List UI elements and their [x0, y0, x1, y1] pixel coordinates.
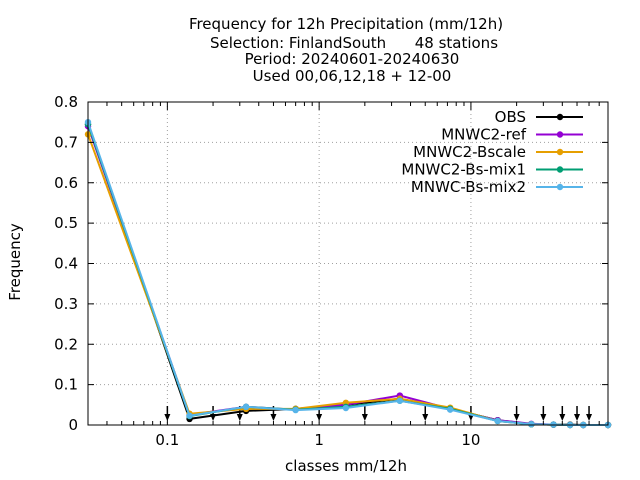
series-line — [87, 133, 608, 426]
legend-swatch-marker — [556, 113, 564, 121]
series-line — [87, 123, 608, 426]
class-boundary-arrow-head — [574, 414, 581, 421]
data-point — [396, 397, 404, 404]
series-line — [87, 121, 608, 426]
series-MNWC2-Bs-mix1 — [84, 121, 612, 429]
title-line-3: Period: 20240601-20240630 — [245, 50, 460, 68]
y-tick-label: 0.1 — [54, 376, 78, 394]
class-boundary-arrow-head — [361, 414, 368, 421]
series-line — [87, 123, 608, 426]
title-line-2: Selection: FinlandSouth 48 stations — [210, 34, 498, 52]
y-tick-label: 0.5 — [54, 214, 78, 232]
y-tick-label: 0.6 — [54, 174, 78, 192]
series-OBS — [84, 121, 612, 429]
legend-label: MNWC2-Bscale — [413, 143, 526, 161]
y-tick-label: 0.2 — [54, 335, 78, 353]
data-point — [342, 404, 350, 412]
class-boundary-arrow-head — [422, 414, 429, 421]
legend-label: MNWC2-ref — [441, 126, 526, 144]
legend-swatch-marker — [556, 183, 564, 191]
series-MNWC2-ref — [84, 123, 612, 429]
class-boundary-arrow-head — [559, 414, 566, 421]
data-point — [494, 417, 501, 425]
legend-label: MNWC2-Bs-mix1 — [401, 161, 526, 179]
y-tick-label: 0.3 — [54, 295, 78, 313]
title-line-4: Used 00,06,12,18 + 12-00 — [253, 67, 452, 85]
data-point — [528, 420, 535, 428]
x-axis-label: classes mm/12h — [285, 457, 407, 475]
legend-label: MNWC-Bs-mix2 — [411, 178, 526, 196]
legend: OBSMNWC2-refMNWC2-BscaleMNWC2-Bs-mix1MNW… — [401, 108, 583, 196]
title-line-1: Frequency for 12h Precipitation (mm/12h) — [189, 15, 503, 33]
data-point — [446, 406, 454, 413]
data-point — [242, 403, 250, 411]
y-axis-label: Frequency — [6, 223, 24, 301]
y-tick-label: 0.7 — [54, 133, 78, 151]
y-tick-label: 0.8 — [54, 93, 78, 111]
class-boundary-arrow-head — [270, 414, 277, 421]
y-tick-label: 0.4 — [54, 255, 78, 273]
legend-swatch-marker — [556, 131, 564, 138]
class-boundary-arrow-head — [513, 414, 520, 421]
grid — [88, 102, 608, 425]
x-tick-label: 10 — [461, 431, 480, 449]
class-boundary-arrow-head — [540, 414, 547, 421]
legend-swatch-marker — [556, 166, 564, 173]
legend-swatch-marker — [556, 148, 564, 156]
series-MNWC2-Bscale — [84, 131, 612, 429]
legend-label: OBS — [495, 108, 526, 126]
series-MNWC-Bs-mix2 — [84, 118, 612, 429]
chart-title: Frequency for 12h Precipitation (mm/12h)… — [189, 15, 503, 85]
class-boundary-arrow-head — [236, 414, 243, 421]
data-point — [292, 406, 299, 414]
class-boundary-arrow-head — [586, 414, 593, 421]
y-tick-label: 0 — [68, 416, 78, 434]
series-line — [87, 125, 608, 426]
x-tick-label: 0.1 — [155, 431, 179, 449]
data-point — [186, 412, 193, 419]
axis-ticks: 0 0.1 0.2 0.3 0.4 0.5 0.6 0.7 0.8 0.1 1 10 — [54, 93, 608, 449]
x-tick-label: 1 — [314, 431, 324, 449]
data-series — [84, 118, 612, 429]
